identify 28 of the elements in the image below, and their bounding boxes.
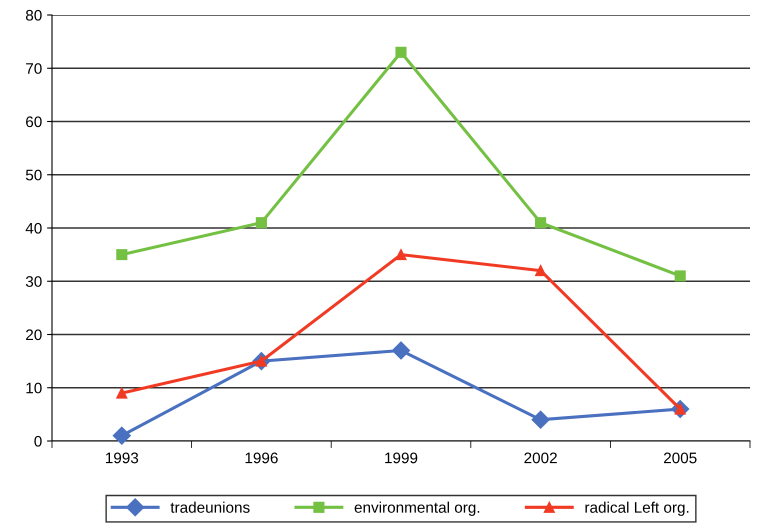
point [535,265,546,276]
point [392,341,410,360]
point [116,249,128,260]
y-tick-label: 70 [26,63,42,74]
point [116,388,128,399]
point [674,270,686,282]
point [112,426,131,445]
legend-label: environmental org. [354,502,480,516]
y-tick-label: 0 [34,436,42,447]
x-tick-label: 2005 [664,452,697,464]
x-tick-label: 1993 [106,452,138,464]
point [532,410,550,429]
point [395,249,407,260]
x-tick-label: 1999 [385,452,418,464]
y-tick-label: 80 [26,10,42,21]
point [395,46,407,58]
y-tick-label: 20 [26,329,42,340]
legend-label: tradeunions [170,502,250,513]
point [535,217,546,228]
y-tick-label: 40 [26,222,42,234]
point [256,217,267,228]
legend-label: radical Left org. [585,502,688,516]
x-tick-label: 1996 [246,452,278,464]
x-tick-label: 2002 [524,452,557,464]
y-tick-label: 30 [26,276,42,287]
y-tick-label: 10 [26,382,42,394]
y-tick-label: 60 [26,116,42,128]
y-tick-label: 50 [26,170,42,180]
